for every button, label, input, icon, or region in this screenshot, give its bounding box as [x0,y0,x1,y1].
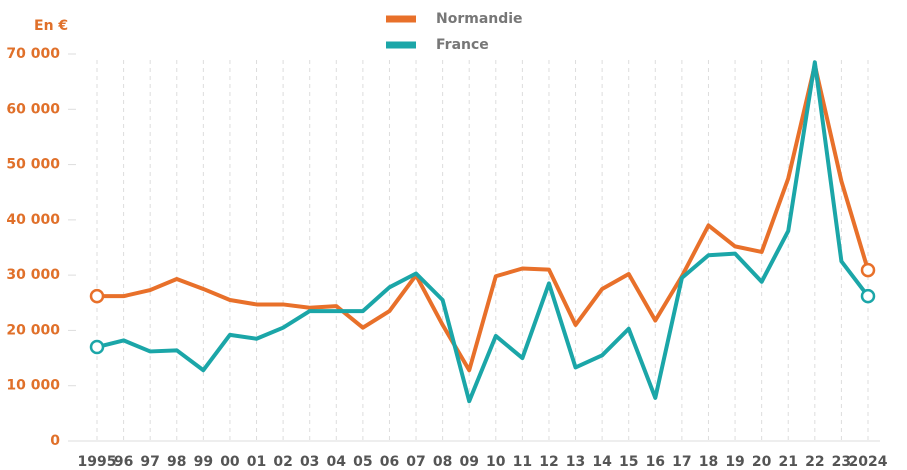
x-tick-label: 19 [725,454,744,470]
x-tick-label: 02 [273,454,292,470]
y-tick-label: 50 000 [6,157,60,173]
x-tick-label: 06 [380,454,399,470]
legend-label: France [436,37,489,53]
legend-label: Normandie [436,11,523,27]
x-tick-label: 07 [406,454,425,470]
x-tick-label: 20 [752,454,772,470]
y-tick-label: 20 000 [6,322,60,338]
y-tick-label: 70 000 [6,46,60,62]
x-tick-label: 04 [327,454,347,470]
x-tick-label: 98 [167,454,186,470]
y-tick-label: 40 000 [6,212,60,228]
series-line [97,63,870,373]
x-tick-label: 97 [140,454,159,470]
x-tick-label: 00 [220,454,240,470]
x-tick-label: 01 [247,454,266,470]
x-tick-label: 96 [114,454,133,470]
x-tick-label: 23 [832,454,851,470]
x-tick-label: 2024 [849,454,888,470]
x-tick-label: 13 [566,454,585,470]
x-tick-label: 09 [459,454,478,470]
x-tick-label: 08 [433,454,452,470]
y-tick-label: 60 000 [6,101,60,117]
x-tick-label: 10 [486,454,506,470]
x-tick-label: 03 [300,454,319,470]
x-tick-label: 14 [592,454,612,470]
end-marker [89,288,105,304]
x-tick-label: 99 [194,454,213,470]
x-tick-label: 17 [672,454,691,470]
x-tick-label: 18 [699,454,718,470]
end-marker [89,339,105,355]
x-tick-label: 22 [805,454,824,470]
y-tick-label: 0 [50,433,60,449]
y-tick-label: 30 000 [6,267,60,283]
x-tick-label: 16 [646,454,665,470]
x-tick-label: 05 [353,454,372,470]
x-tick-label: 11 [513,454,532,470]
x-tick-label: 1995 [78,454,117,470]
x-tick-label: 12 [539,454,558,470]
x-tick-label: 15 [619,454,638,470]
y-axis-label: En € [34,18,68,34]
series-line [96,60,870,404]
y-tick-label: 10 000 [6,378,60,394]
end-marker [860,262,876,278]
x-tick-label: 21 [778,454,797,470]
end-marker [860,288,876,304]
